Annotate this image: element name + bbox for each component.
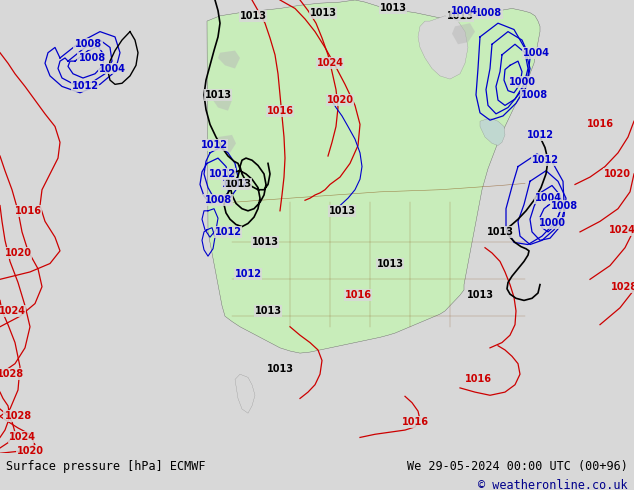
Text: 1024: 1024 [0, 306, 25, 316]
Text: 1008: 1008 [74, 39, 101, 49]
Text: 1016: 1016 [465, 374, 491, 385]
Text: 1013: 1013 [254, 306, 281, 316]
Text: 1012: 1012 [214, 227, 242, 237]
Text: 1013: 1013 [467, 290, 493, 300]
Polygon shape [213, 93, 232, 111]
Text: 1008: 1008 [79, 53, 106, 63]
Polygon shape [452, 23, 475, 44]
Polygon shape [235, 374, 255, 413]
Text: 1012: 1012 [531, 155, 559, 165]
Text: 1008: 1008 [521, 90, 548, 100]
Text: 1004: 1004 [522, 48, 550, 58]
Polygon shape [418, 16, 468, 79]
Text: 1013: 1013 [252, 238, 278, 247]
Text: 1020: 1020 [327, 95, 354, 105]
Text: 1000: 1000 [508, 77, 536, 87]
Text: 1024: 1024 [316, 58, 344, 68]
Text: 1012: 1012 [235, 269, 261, 279]
Text: 1028: 1028 [611, 282, 634, 292]
Text: 1013: 1013 [486, 227, 514, 237]
Text: 1004: 1004 [534, 193, 562, 203]
Text: 1028: 1028 [4, 412, 32, 421]
Text: 1013: 1013 [240, 11, 266, 21]
Text: 1020: 1020 [4, 248, 32, 258]
Text: 1013: 1013 [224, 179, 252, 190]
Text: 1020: 1020 [604, 169, 630, 179]
Polygon shape [216, 135, 236, 153]
Text: 1004: 1004 [451, 5, 477, 16]
Text: 1016: 1016 [586, 120, 614, 129]
Text: 1008: 1008 [204, 196, 231, 205]
Text: 1000: 1000 [538, 219, 566, 228]
Text: We 29-05-2024 00:00 UTC (00+96): We 29-05-2024 00:00 UTC (00+96) [407, 460, 628, 473]
Text: 1016: 1016 [266, 106, 294, 116]
Text: 1012: 1012 [200, 141, 228, 150]
Text: 1024: 1024 [609, 225, 634, 235]
Text: 1028: 1028 [0, 369, 23, 379]
Text: 1016: 1016 [15, 206, 41, 216]
Text: 1008: 1008 [552, 200, 579, 211]
Polygon shape [207, 0, 540, 353]
Text: 1013: 1013 [205, 90, 231, 100]
Text: 1013: 1013 [328, 206, 356, 216]
Text: 1013: 1013 [266, 364, 294, 374]
Text: 1020: 1020 [16, 446, 44, 456]
Text: 1013: 1013 [377, 259, 403, 269]
Text: 1016: 1016 [401, 416, 429, 427]
Text: 1013: 1013 [380, 3, 406, 13]
Text: 1008: 1008 [474, 8, 501, 18]
Text: 1012: 1012 [209, 169, 235, 179]
Text: 1013: 1013 [309, 8, 337, 18]
Polygon shape [218, 50, 240, 69]
Text: 1004: 1004 [98, 64, 126, 74]
Text: 1016: 1016 [344, 290, 372, 300]
Text: 1012: 1012 [221, 179, 249, 190]
Text: Surface pressure [hPa] ECMWF: Surface pressure [hPa] ECMWF [6, 460, 206, 473]
Text: 1012: 1012 [72, 81, 98, 92]
Text: 1024: 1024 [8, 433, 36, 442]
Text: 1012: 1012 [526, 130, 553, 140]
Polygon shape [480, 118, 505, 146]
Text: © weatheronline.co.uk: © weatheronline.co.uk [478, 479, 628, 490]
Text: 1013: 1013 [446, 11, 474, 21]
